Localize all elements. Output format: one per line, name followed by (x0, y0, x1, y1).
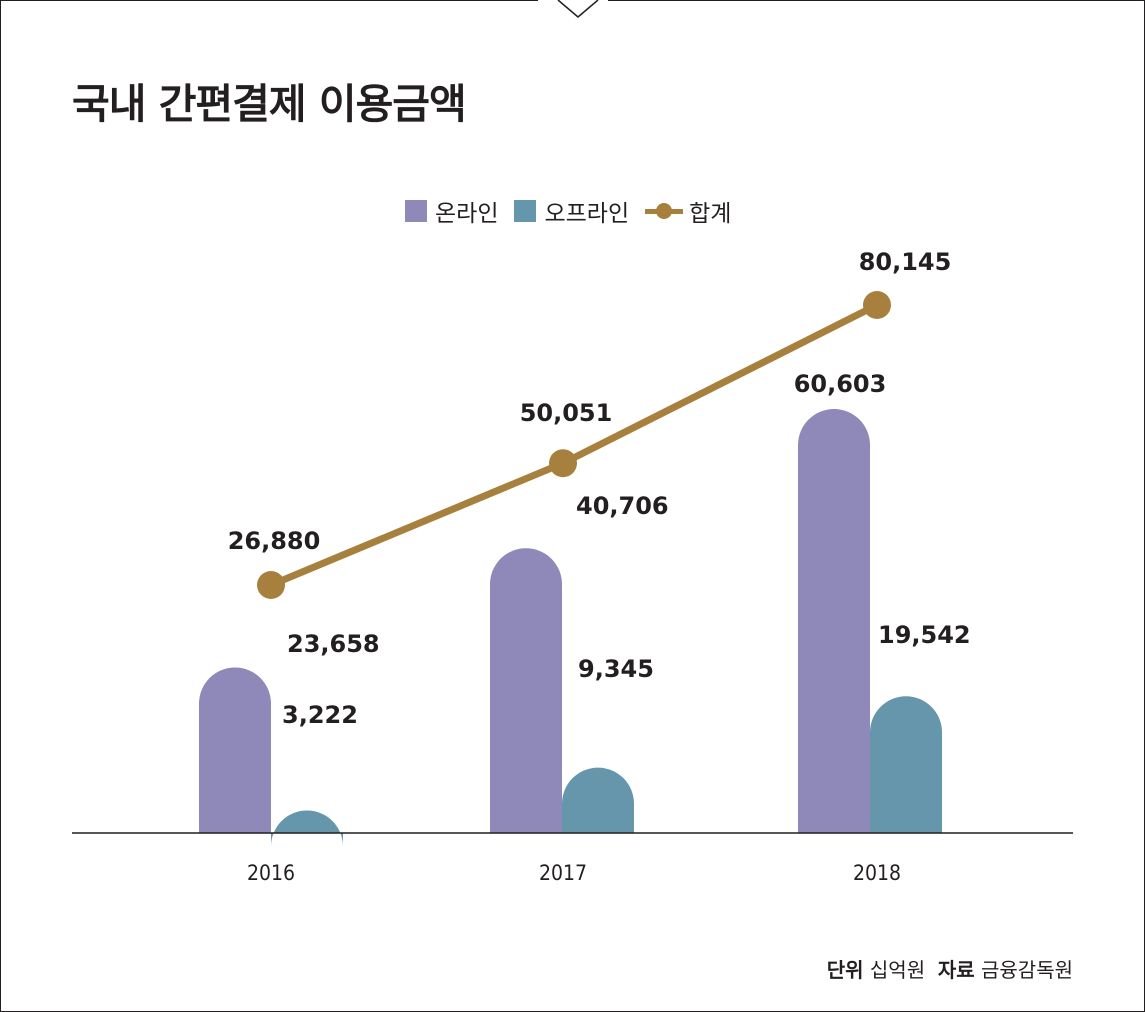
footer-note: 단위 십억원 자료 금융감독원 (827, 954, 1073, 983)
bar-offline-2018 (870, 696, 942, 833)
legend-item-online: 온라인 (405, 194, 498, 228)
bar-online-2017 (490, 548, 562, 833)
label-total-2016: 26,880 (228, 527, 321, 555)
legend-item-offline: 오프라인 (514, 194, 629, 228)
label-offline-2016: 3,222 (282, 701, 358, 729)
label-online-2017: 40,706 (576, 492, 669, 520)
legend-swatch-offline (514, 200, 537, 222)
legend-label-total: 합계 (689, 201, 732, 227)
source-value: 금융감독원 (981, 958, 1073, 982)
unit-value: 십억원 (869, 958, 926, 982)
bar-offline-2016 (271, 810, 343, 847)
point-total-2016 (257, 571, 285, 599)
x-tick-label-2018: 2018 (853, 861, 901, 885)
legend-label-offline: 오프라인 (544, 201, 630, 227)
label-online-2016: 23,658 (287, 630, 380, 658)
legend: 온라인 오프라인 합계 (405, 194, 747, 228)
legend-line-marker-total (645, 200, 684, 222)
label-offline-2017: 9,345 (578, 655, 654, 683)
bar-online-2016 (199, 667, 271, 833)
chart-title: 국내 간편결제 이용금액 (72, 80, 467, 128)
unit-label: 단위 (826, 958, 864, 982)
point-total-2017 (549, 449, 577, 478)
x-tick-label-2017: 2017 (539, 861, 587, 885)
legend-label-online: 온라인 (435, 201, 499, 227)
legend-swatch-online (405, 200, 427, 222)
label-offline-2018: 19,542 (878, 621, 971, 649)
label-total-2017: 50,051 (520, 399, 613, 427)
frame-notch (538, 0, 608, 3)
bar-offline-2017 (562, 767, 634, 833)
label-online-2018: 60,603 (794, 370, 887, 398)
point-total-2018 (863, 291, 891, 319)
legend-item-total: 합계 (645, 194, 731, 228)
line-total (267, 301, 881, 589)
chevron-down-icon (557, 0, 599, 18)
bar-online-2018 (798, 409, 870, 833)
x-tick-label-2016: 2016 (247, 861, 295, 885)
source-label: 자료 (937, 958, 975, 982)
label-total-2018: 80,145 (859, 248, 952, 276)
